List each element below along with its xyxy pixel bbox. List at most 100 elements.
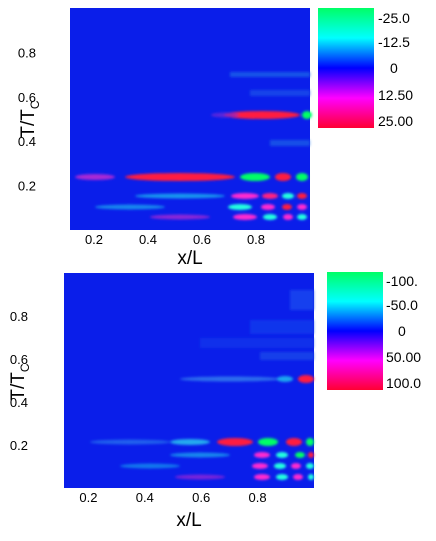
y-axis-label-top: T/TC (18, 100, 42, 138)
feature-cyan-1 (135, 193, 225, 199)
x-tick-label: 0.4 (139, 232, 157, 247)
feature-red-02 (217, 438, 253, 446)
feature-cyan-4 (274, 463, 286, 469)
feature-magenta-5 (297, 204, 307, 210)
feature-green-02a (240, 173, 270, 181)
feature-magenta-1 (231, 193, 259, 199)
heatmap-top: 0.2 0.4 0.6 0.8 0.2 0.4 0.6 0.8 x/L T/TC -25.0… (18, 8, 413, 269)
feature-green-02b (306, 438, 314, 446)
y-tick-label: 0.6 (18, 90, 36, 105)
feature-cyan-02 (170, 439, 210, 445)
y-ticks-top: 0.2 0.4 0.6 0.8 (18, 45, 36, 193)
stripe (250, 320, 314, 334)
feature-red-02 (125, 173, 235, 181)
y-tick-label: 0.8 (18, 45, 36, 60)
feature-red-05 (298, 375, 314, 383)
feature-green-02 (258, 438, 278, 446)
feature-green-2 (295, 452, 305, 458)
feature-red-3 (297, 193, 307, 199)
feature-magenta-6 (150, 214, 210, 220)
feature-purple-05 (211, 112, 239, 118)
feature-cyan-4 (228, 204, 252, 210)
feature-red-05 (224, 111, 300, 119)
feature-red-3 (308, 452, 314, 458)
x-ticks-bottom: 0.2 0.4 0.6 0.8 (79, 490, 266, 505)
feature-lightblue-02a (90, 439, 170, 445)
colorbar-top: -25.0 -12.5 0 12.50 25.00 (318, 8, 413, 129)
feature-magenta-7 (254, 474, 270, 480)
feature-magenta-7 (233, 214, 257, 220)
feature-red-02b (275, 173, 291, 181)
y-axis-label-sub: C (18, 363, 32, 372)
colorbar-tick-label: -12.5 (378, 34, 410, 50)
y-tick-label: 0.2 (18, 179, 36, 194)
colorbar-gradient (327, 272, 383, 390)
feature-magenta-1 (254, 452, 270, 458)
feature-red-02b (286, 438, 302, 446)
y-tick-label: 0.8 (10, 309, 28, 324)
colorbar-tick-label: 100.0 (386, 375, 421, 391)
colorbar-tick-label: 0 (390, 60, 398, 76)
feature-lightblue-05 (180, 376, 280, 382)
colorbar-tick-label: 0 (398, 323, 406, 339)
stripe (260, 352, 314, 360)
x-tick-label: 0.6 (192, 490, 210, 505)
feature-magenta-6 (175, 474, 225, 480)
feature-magenta-8 (293, 474, 303, 480)
colorbar-tick-label: -50.0 (386, 297, 418, 313)
colorbar-tick-label: 12.50 (378, 87, 413, 103)
plot-area-bottom (64, 273, 314, 488)
heatmap-features-bottom (90, 290, 314, 480)
y-ticks-bottom: 0.2 0.4 0.6 0.8 (10, 309, 28, 453)
feature-cyan-8 (308, 474, 314, 480)
feature-cyan-2 (276, 452, 288, 458)
feature-cyan-05 (277, 376, 293, 382)
y-axis-label-sub: C (28, 100, 42, 109)
colorbar-tick-label: -25.0 (378, 10, 410, 26)
y-tick-label: 0.4 (18, 134, 36, 149)
x-axis-label-top: x/L (177, 248, 202, 269)
feature-cyan-8 (297, 214, 307, 220)
stripe (270, 140, 310, 146)
feature-cyan-3 (120, 463, 180, 469)
x-axis-label-bottom: x/L (176, 510, 201, 531)
feature-green-02b (296, 173, 308, 181)
x-tick-label: 0.2 (85, 232, 103, 247)
feature-magenta-8 (283, 214, 293, 220)
y-tick-label: 0.2 (10, 438, 28, 453)
colorbar-tick-label: 25.00 (378, 113, 413, 129)
heatmap-features-top (75, 72, 312, 220)
feature-green-05 (302, 111, 312, 119)
feature-magenta-4 (261, 204, 275, 210)
feature-magenta-02a (75, 174, 115, 180)
feature-magenta-2 (262, 193, 278, 199)
y-tick-label: 0.6 (10, 352, 28, 367)
x-tick-label: 0.6 (193, 232, 211, 247)
stripe (200, 338, 314, 348)
stripe (250, 90, 310, 96)
y-axis-label-main: T/T (8, 372, 29, 401)
y-tick-label: 0.4 (10, 395, 28, 410)
colorbar-gradient (318, 8, 374, 128)
y-axis-label-bottom: T/TC (8, 363, 32, 401)
feature-magenta-4 (252, 463, 268, 469)
x-tick-label: 0.8 (249, 490, 267, 505)
svg-text:T/TC: T/TC (18, 100, 42, 138)
feature-cyan-7 (263, 214, 277, 220)
y-axis-label-main: T/T (18, 109, 39, 138)
feature-cyan-1 (170, 452, 230, 458)
feature-cyan-7 (276, 474, 288, 480)
feature-magenta-5 (291, 463, 301, 469)
svg-text:T/TC: T/TC (8, 363, 32, 401)
feature-cyan-5 (306, 463, 314, 469)
x-tick-label: 0.4 (136, 490, 154, 505)
x-tick-label: 0.8 (247, 232, 265, 247)
feature-red-4 (282, 204, 292, 210)
stripe (290, 290, 314, 310)
colorbar-tick-label: 50.00 (386, 349, 421, 365)
colorbar-tick-label: -100. (386, 273, 418, 289)
colorbar-bottom: -100. -50.0 0 50.00 100.0 (327, 272, 421, 391)
feature-cyan-3 (95, 204, 165, 210)
heatmap-bottom: 0.2 0.4 0.6 0.8 0.2 0.4 0.6 0.8 x/L T/TC -100.… (8, 272, 421, 531)
